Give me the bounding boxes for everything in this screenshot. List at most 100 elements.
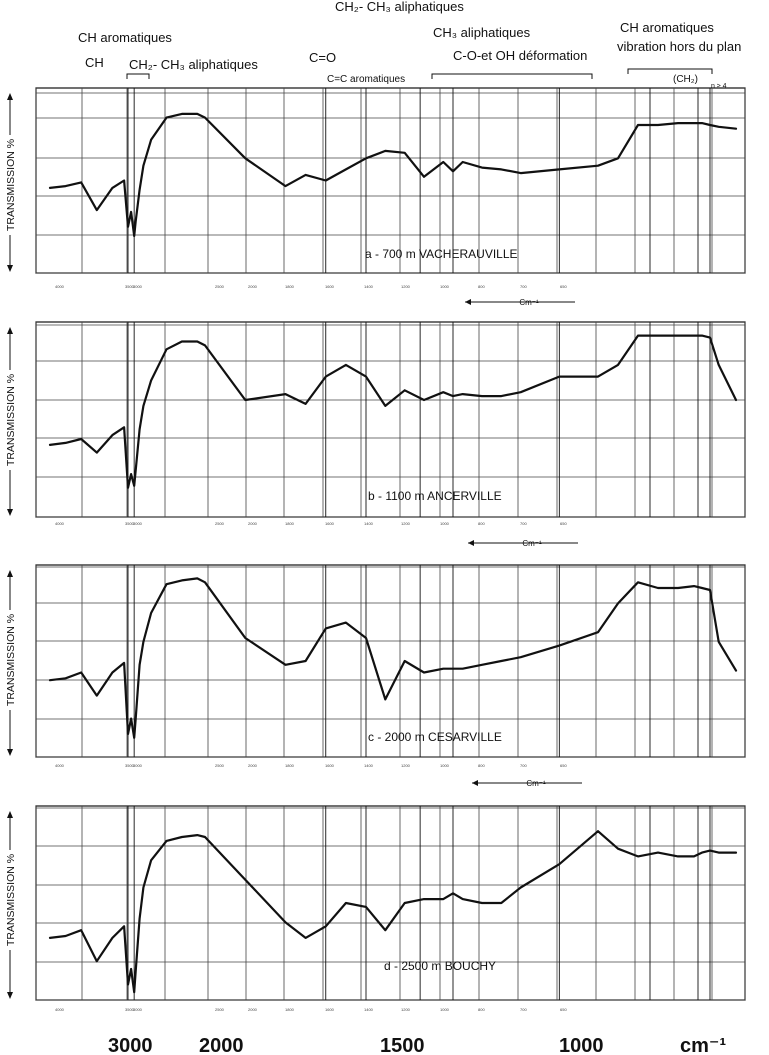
x-tick-label: 3000 [133,521,143,526]
spectrum-panels: 4000 3500 3000 2500 2000 1800 1600 1400 1200 1000… [5,87,746,1012]
spectrum-panel-3: 4000 3500 3000 2500 2000 1800 1600 1400 1200 1000… [5,564,746,788]
x-tick-label: 1000 [440,1007,450,1012]
y-axis-arrowhead-up [7,93,13,100]
spectrum-panel-1: 4000 3500 3000 2500 2000 1800 1600 1400 1200 1000… [5,87,746,307]
x-tick-label: 1800 [285,763,295,768]
y-axis-label: TRANSMISSION % [5,374,17,466]
x-tick-label: 1400 [364,1007,374,1012]
spectrum-trace [48,830,738,994]
bottom-label-1500: 1500 [380,1035,425,1055]
x-axis-unit-label: Cm⁻¹ [519,298,539,307]
y-axis-arrowhead-down [7,265,13,272]
annotation-c-c-aromatiques: C=C aromatiques [327,74,405,85]
x-tick-label: 4000 [55,284,65,289]
x-tick-label: 1600 [325,284,335,289]
x-tick-label: 3500 [125,284,135,289]
annotation-vibration-hors-du-plan: vibration hors du plan [617,39,741,54]
bottom-axis: 3000 2000 1500 1000 cm⁻¹ [108,1035,726,1055]
panel-title: d - 2500 m BOUCHY [384,959,496,973]
x-axis-unit-arrowhead [468,540,474,546]
x-tick-label: 650 [560,1007,567,1012]
x-tick-label: 650 [560,521,567,526]
header-annotations: CH₂- CH₃ aliphatiques CH aromatiques CH … [78,0,741,90]
y-axis-label: TRANSMISSION % [5,614,17,706]
annotation-ch-aromatiques-right: CH aromatiques [620,20,714,35]
bracket-c-o-oh [431,73,593,79]
x-tick-label: 3000 [133,1007,143,1012]
y-axis-label: TRANSMISSION % [5,139,17,231]
panel-frame [35,564,746,758]
x-tick-label: 2000 [248,763,258,768]
x-tick-label: 2500 [215,521,225,526]
annotation-n-subscript: n ≥ 4 [711,83,727,90]
x-tick-label: 700 [520,521,527,526]
x-tick-label: 2500 [215,763,225,768]
x-tick-label: 1000 [440,763,450,768]
y-axis-arrowhead-up [7,811,13,818]
x-tick-label: 1600 [325,763,335,768]
x-tick-label: 700 [520,1007,527,1012]
x-tick-label: 4000 [55,1007,65,1012]
y-axis-arrowhead-down [7,749,13,756]
x-tick-label: 3500 [125,521,135,526]
x-tick-label: 1000 [440,284,450,289]
x-tick-label: 3500 [125,763,135,768]
spectrum-trace [48,577,738,739]
bottom-label-3000: 3000 [108,1035,153,1055]
x-tick-label: 2000 [248,521,258,526]
x-tick-label: 1400 [364,521,374,526]
y-axis-arrowhead-up [7,570,13,577]
x-tick-label: 2500 [215,1007,225,1012]
x-tick-label: 1000 [440,521,450,526]
y-axis-arrowhead-down [7,992,13,999]
x-tick-label: 1600 [325,521,335,526]
annotation-ch: CH [85,55,104,70]
x-axis-unit-arrowhead [472,780,478,786]
x-tick-label: 2000 [248,284,258,289]
panel-title: c - 2000 m CESARVILLE [368,730,502,744]
x-tick-label: 1200 [401,1007,411,1012]
panel-frame [35,321,746,518]
x-tick-label: 700 [520,763,527,768]
x-tick-label: 1600 [325,1007,335,1012]
y-axis-label: TRANSMISSION % [5,854,17,946]
panel-title: b - 1100 m ANCERVILLE [368,489,502,503]
spectrum-panel-2: 4000 3500 3000 2500 2000 1800 1600 1400 1200 1000… [5,321,746,548]
x-tick-label: 800 [478,521,485,526]
x-tick-label: 1200 [401,284,411,289]
x-tick-label: 1800 [285,1007,295,1012]
x-tick-label: 3000 [133,284,143,289]
spectrum-trace [48,334,738,489]
bottom-label-2000: 2000 [199,1035,244,1055]
x-tick-label: 800 [478,763,485,768]
y-axis-arrowhead-down [7,509,13,516]
annotation-c-o-oh-deformation: C-O-et OH déformation [453,48,587,63]
x-tick-label: 1800 [285,284,295,289]
annotation-ch2-ch3-aliphatiques-left: CH₂- CH₃ aliphatiques [129,57,258,72]
x-tick-label: 4000 [55,763,65,768]
annotation-ch3-aliphatiques: CH₃ aliphatiques [433,25,531,40]
x-tick-label: 1200 [401,763,411,768]
bracket-ch-aromatiques-oop [627,68,713,74]
x-tick-label: 1800 [285,521,295,526]
x-axis-unit-label: Cm⁻¹ [526,779,546,788]
x-axis-unit-arrowhead [465,299,471,305]
annotation-c-o: C=O [309,50,336,65]
panel-title: a - 700 m VACHERAUVILLE [365,247,518,261]
x-tick-label: 700 [520,284,527,289]
x-tick-label: 800 [478,1007,485,1012]
spectrum-trace [48,112,738,238]
panel-frame [35,87,746,274]
x-tick-label: 1200 [401,521,411,526]
x-tick-label: 2500 [215,284,225,289]
x-tick-label: 650 [560,763,567,768]
bracket-ch2-ch3 [126,73,150,79]
x-tick-label: 650 [560,284,567,289]
x-tick-label: 4000 [55,521,65,526]
annotation-ch2-n: (CH₂) [673,74,698,85]
x-tick-label: 1400 [364,284,374,289]
x-axis-unit-label: Cm⁻¹ [522,539,542,548]
annotation-ch-aromatiques: CH aromatiques [78,30,172,45]
x-tick-label: 800 [478,284,485,289]
